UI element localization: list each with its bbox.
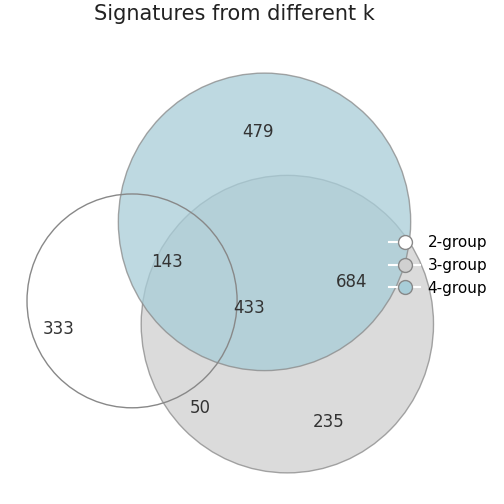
- Text: 684: 684: [336, 273, 367, 291]
- Title: Signatures from different k: Signatures from different k: [94, 4, 375, 24]
- Text: 235: 235: [312, 413, 344, 431]
- Text: 479: 479: [242, 122, 274, 141]
- Text: 433: 433: [233, 299, 265, 318]
- Text: 333: 333: [43, 320, 75, 338]
- Text: 50: 50: [190, 399, 211, 417]
- Circle shape: [141, 175, 433, 473]
- Text: 143: 143: [151, 253, 182, 271]
- Legend: 2-group, 3-group, 4-group: 2-group, 3-group, 4-group: [389, 235, 487, 296]
- Circle shape: [118, 73, 411, 370]
